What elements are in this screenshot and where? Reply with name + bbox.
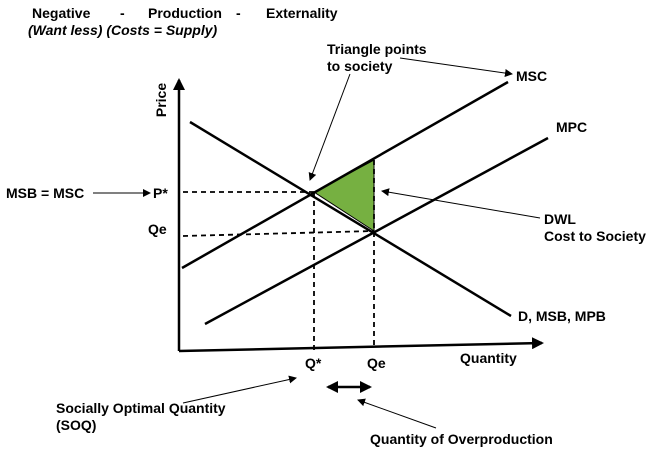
q-star-label: Q* — [305, 355, 322, 371]
overproduction-label: Quantity of Overproduction — [370, 431, 553, 447]
mpc-label: MPC — [556, 119, 588, 135]
p-star-label: P* — [153, 185, 168, 201]
dwl-pointer-arrow — [381, 188, 541, 219]
title-dash-2: - — [236, 5, 241, 21]
overproduction-pointer-arrow — [357, 398, 437, 429]
demand-curve — [189, 120, 512, 318]
soq-label-line1: Socially Optimal Quantity — [56, 400, 226, 416]
y-axis-label: Price — [153, 82, 169, 118]
x-axis-label: Quantity — [460, 350, 517, 366]
title-externality: Externality — [266, 5, 338, 21]
triangle-note-line1: Triangle points — [327, 41, 427, 57]
title-negative: Negative — [32, 5, 91, 21]
title-dash-1: - — [120, 5, 125, 21]
msc-label: MSC — [516, 68, 548, 84]
title-production: Production — [148, 5, 222, 21]
qe-price-label: Qe — [148, 221, 167, 237]
x-axis — [178, 337, 544, 353]
msc-pointer-arrow — [399, 57, 513, 77]
triangle-pointer-arrow — [308, 73, 351, 181]
qe-quantity-label: Qe — [367, 355, 386, 371]
msb-msc-label: MSB = MSC — [6, 185, 85, 201]
soq-label-line2: (SOQ) — [56, 417, 97, 433]
qe-price-guide — [182, 230, 375, 237]
demand-label: D, MSB, MPB — [518, 308, 606, 324]
dwl-label: DWL — [544, 211, 576, 227]
msc-curve — [181, 80, 509, 270]
title-subtitle: (Want less) (Costs = Supply) — [28, 22, 218, 38]
triangle-note-line2: to society — [327, 58, 393, 74]
mpc-curve — [204, 136, 549, 326]
dwl-cost-label: Cost to Society — [544, 228, 646, 244]
dwl-triangle — [313, 159, 375, 232]
soq-pointer-arrow — [182, 375, 297, 404]
